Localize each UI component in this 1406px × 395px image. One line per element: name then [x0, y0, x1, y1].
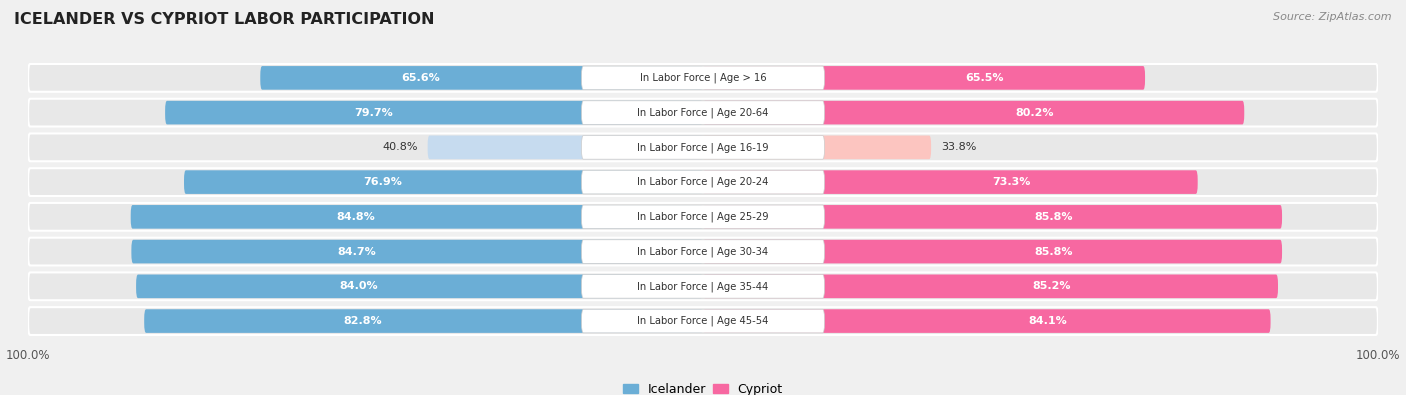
Text: 40.8%: 40.8% — [382, 142, 418, 152]
FancyBboxPatch shape — [28, 168, 1378, 196]
FancyBboxPatch shape — [136, 275, 703, 298]
FancyBboxPatch shape — [703, 66, 1144, 90]
Text: In Labor Force | Age 45-54: In Labor Force | Age 45-54 — [637, 316, 769, 326]
FancyBboxPatch shape — [703, 275, 1278, 298]
FancyBboxPatch shape — [28, 203, 1378, 231]
Text: In Labor Force | Age 16-19: In Labor Force | Age 16-19 — [637, 142, 769, 152]
Text: 84.7%: 84.7% — [337, 246, 375, 257]
FancyBboxPatch shape — [28, 238, 1378, 265]
FancyBboxPatch shape — [582, 101, 824, 124]
Text: 79.7%: 79.7% — [354, 107, 392, 118]
Text: In Labor Force | Age 20-24: In Labor Force | Age 20-24 — [637, 177, 769, 187]
Legend: Icelander, Cypriot: Icelander, Cypriot — [619, 378, 787, 395]
Text: 84.8%: 84.8% — [336, 212, 375, 222]
FancyBboxPatch shape — [582, 240, 824, 263]
FancyBboxPatch shape — [145, 309, 703, 333]
FancyBboxPatch shape — [703, 309, 1271, 333]
Text: 76.9%: 76.9% — [363, 177, 402, 187]
FancyBboxPatch shape — [165, 101, 703, 124]
Text: 33.8%: 33.8% — [941, 142, 977, 152]
Text: 80.2%: 80.2% — [1015, 107, 1053, 118]
Text: 85.8%: 85.8% — [1033, 212, 1073, 222]
FancyBboxPatch shape — [703, 240, 1282, 263]
FancyBboxPatch shape — [131, 240, 703, 263]
Text: 65.5%: 65.5% — [966, 73, 1004, 83]
Text: In Labor Force | Age 20-64: In Labor Force | Age 20-64 — [637, 107, 769, 118]
Text: 73.3%: 73.3% — [991, 177, 1031, 187]
FancyBboxPatch shape — [28, 134, 1378, 161]
FancyBboxPatch shape — [582, 275, 824, 298]
FancyBboxPatch shape — [427, 135, 703, 159]
Text: 84.1%: 84.1% — [1028, 316, 1067, 326]
Text: 85.2%: 85.2% — [1032, 281, 1070, 292]
FancyBboxPatch shape — [28, 99, 1378, 126]
FancyBboxPatch shape — [703, 135, 931, 159]
FancyBboxPatch shape — [582, 309, 824, 333]
Text: Source: ZipAtlas.com: Source: ZipAtlas.com — [1274, 12, 1392, 22]
FancyBboxPatch shape — [260, 66, 703, 90]
FancyBboxPatch shape — [703, 101, 1244, 124]
FancyBboxPatch shape — [28, 64, 1378, 92]
Text: In Labor Force | Age 25-29: In Labor Force | Age 25-29 — [637, 212, 769, 222]
Text: 85.8%: 85.8% — [1033, 246, 1073, 257]
FancyBboxPatch shape — [703, 205, 1282, 229]
FancyBboxPatch shape — [28, 307, 1378, 335]
FancyBboxPatch shape — [131, 205, 703, 229]
FancyBboxPatch shape — [582, 135, 824, 159]
Text: In Labor Force | Age 35-44: In Labor Force | Age 35-44 — [637, 281, 769, 292]
FancyBboxPatch shape — [28, 273, 1378, 300]
Text: 65.6%: 65.6% — [402, 73, 440, 83]
FancyBboxPatch shape — [582, 205, 824, 229]
Text: 82.8%: 82.8% — [343, 316, 382, 326]
FancyBboxPatch shape — [582, 66, 824, 90]
FancyBboxPatch shape — [184, 170, 703, 194]
Text: ICELANDER VS CYPRIOT LABOR PARTICIPATION: ICELANDER VS CYPRIOT LABOR PARTICIPATION — [14, 12, 434, 27]
FancyBboxPatch shape — [703, 170, 1198, 194]
Text: In Labor Force | Age 30-34: In Labor Force | Age 30-34 — [637, 246, 769, 257]
Text: 84.0%: 84.0% — [339, 281, 378, 292]
Text: In Labor Force | Age > 16: In Labor Force | Age > 16 — [640, 73, 766, 83]
FancyBboxPatch shape — [582, 170, 824, 194]
